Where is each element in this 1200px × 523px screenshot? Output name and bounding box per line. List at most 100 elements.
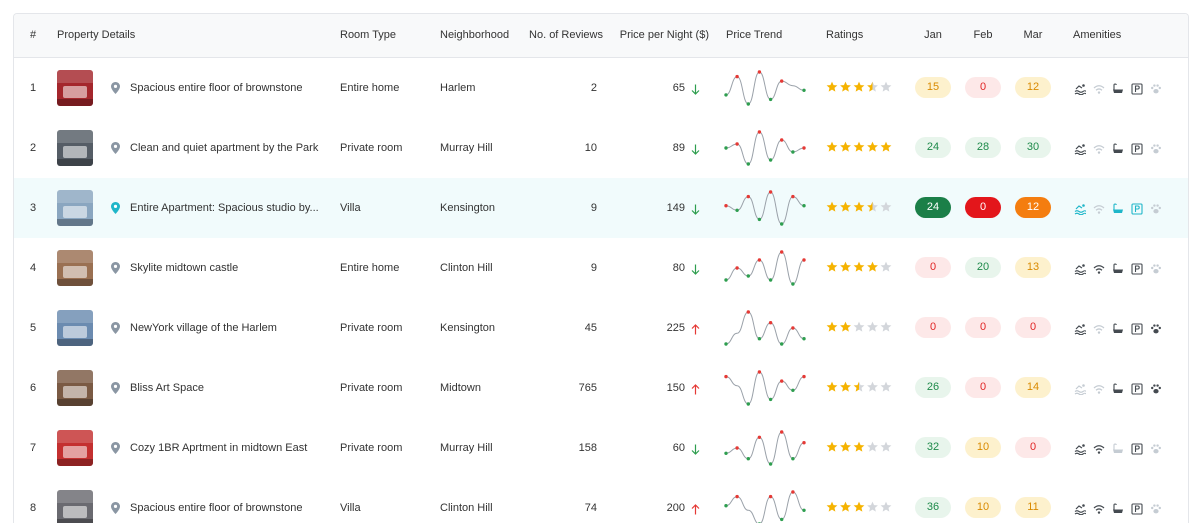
property-name[interactable]: Clean and quiet apartment by the Park xyxy=(130,142,319,154)
row-index: 2 xyxy=(30,142,37,154)
rating-stars xyxy=(826,381,892,392)
property-thumbnail[interactable] xyxy=(57,190,93,226)
occupancy-badge-jan: 24 xyxy=(915,197,951,218)
col-property-details[interactable]: Property Details xyxy=(57,29,136,41)
trend-point xyxy=(757,130,762,134)
review-count: 74 xyxy=(584,502,597,514)
property-name[interactable]: Spacious entire floor of brownstone xyxy=(130,502,303,514)
table-row[interactable]: 6 Bliss Art Space Private room Midtown 765 15… xyxy=(14,358,1188,419)
trend-point xyxy=(735,446,739,450)
col-price[interactable]: Price per Night ($) xyxy=(619,29,709,41)
property-thumbnail[interactable] xyxy=(57,490,93,523)
wifi-icon xyxy=(1093,82,1105,94)
neighborhood: Midtown xyxy=(440,382,481,394)
trend-point xyxy=(791,194,795,199)
row-index: 8 xyxy=(30,502,37,514)
property-name[interactable]: Cozy 1BR Aprtment in midtown East xyxy=(130,442,308,454)
col-amenities[interactable]: Amenities xyxy=(1073,29,1122,41)
star-icon xyxy=(880,381,892,392)
star-icon xyxy=(853,441,865,452)
trend-point xyxy=(746,457,750,461)
wifi-icon xyxy=(1093,502,1105,514)
rating-stars xyxy=(826,321,892,332)
pool-icon xyxy=(1074,382,1087,396)
property-name[interactable]: NewYork village of the Harlem xyxy=(130,322,277,334)
occupancy-badge-feb: 0 xyxy=(965,197,1001,218)
review-count: 9 xyxy=(590,262,597,274)
location-pin-icon xyxy=(111,321,120,334)
parking-icon xyxy=(1131,382,1143,395)
wifi-icon xyxy=(1093,202,1105,214)
listings-table: # Property Details Room Type Neighborhoo… xyxy=(13,13,1189,523)
trend-point xyxy=(757,370,762,374)
col-feb[interactable]: Feb xyxy=(973,29,993,41)
price-per-night: 200 xyxy=(666,502,685,514)
row-index: 6 xyxy=(30,382,37,394)
star-icon xyxy=(826,501,838,512)
location-pin-icon xyxy=(111,201,120,214)
occupancy-badge-mar: 12 xyxy=(1015,197,1051,218)
occupancy-badge-feb: 10 xyxy=(965,497,1001,518)
trend-point xyxy=(802,258,806,262)
property-name[interactable]: Bliss Art Space xyxy=(130,382,204,394)
rating-stars xyxy=(826,261,892,272)
property-thumbnail[interactable] xyxy=(57,250,93,286)
property-name[interactable]: Entire Apartment: Spacious studio by... xyxy=(130,202,319,214)
table-row[interactable]: 8 Spacious entire floor of brownstone Vill… xyxy=(14,478,1188,523)
trend-point xyxy=(724,342,728,346)
col-jan[interactable]: Jan xyxy=(924,29,942,41)
property-name[interactable]: Spacious entire floor of brownstone xyxy=(130,82,303,94)
price-per-night: 80 xyxy=(672,262,685,274)
trend-point xyxy=(791,457,795,461)
arrow-up-icon xyxy=(691,502,700,515)
row-index: 7 xyxy=(30,442,37,454)
table-row[interactable]: 1 Spacious entire floor of brownstone Enti… xyxy=(14,58,1188,119)
trend-point xyxy=(735,208,739,212)
star-icon xyxy=(880,201,892,212)
col-neighborhood[interactable]: Neighborhood xyxy=(440,29,510,41)
col-room-type[interactable]: Room Type xyxy=(340,29,397,41)
wifi-icon xyxy=(1093,382,1105,394)
star-icon xyxy=(880,141,892,152)
review-count: 10 xyxy=(584,142,597,154)
star-icon xyxy=(880,501,892,512)
property-thumbnail[interactable] xyxy=(57,370,93,406)
property-thumbnail[interactable] xyxy=(57,130,93,166)
col-reviews[interactable]: No. of Reviews xyxy=(529,29,603,41)
col-mar[interactable]: Mar xyxy=(1023,29,1043,41)
property-thumbnail[interactable] xyxy=(57,70,93,106)
star-icon xyxy=(840,441,851,452)
property-thumbnail[interactable] xyxy=(57,430,93,466)
col-ratings[interactable]: Ratings xyxy=(826,29,864,41)
star-icon xyxy=(867,261,878,272)
table-row[interactable]: 2 Clean and quiet apartment by the Park Pr… xyxy=(14,118,1188,179)
pets-icon xyxy=(1150,322,1162,334)
occupancy-badge-mar: 14 xyxy=(1015,377,1051,398)
trend-point xyxy=(780,342,784,346)
location-pin-icon xyxy=(111,81,120,94)
trend-point xyxy=(724,504,728,508)
parking-icon xyxy=(1131,82,1143,95)
price-per-night: 89 xyxy=(672,142,685,154)
pets-icon xyxy=(1150,502,1162,514)
parking-icon xyxy=(1131,502,1143,515)
table-row[interactable]: 5 NewYork village of the Harlem Private ro… xyxy=(14,298,1188,359)
trend-point xyxy=(802,374,806,379)
star-icon xyxy=(840,141,851,152)
table-row[interactable]: 3 Entire Apartment: Spacious studio by...… xyxy=(14,178,1188,239)
star-icon xyxy=(853,501,865,512)
price-trend-sparkline xyxy=(724,250,806,286)
trend-point xyxy=(768,158,773,162)
trend-point xyxy=(735,494,739,499)
trend-point xyxy=(724,374,728,379)
property-name[interactable]: Skylite midtown castle xyxy=(130,262,239,274)
parking-icon xyxy=(1131,202,1143,215)
table-row[interactable]: 4 Skylite midtown castle Entire home Clinto… xyxy=(14,238,1188,299)
star-icon xyxy=(867,441,878,452)
property-thumbnail[interactable] xyxy=(57,310,93,346)
table-row[interactable]: 7 Cozy 1BR Aprtment in midtown East Privat… xyxy=(14,418,1188,479)
pool-icon xyxy=(1074,82,1087,96)
star-icon xyxy=(840,201,851,212)
col-price-trend[interactable]: Price Trend xyxy=(726,29,783,41)
room-type: Entire home xyxy=(340,82,400,94)
